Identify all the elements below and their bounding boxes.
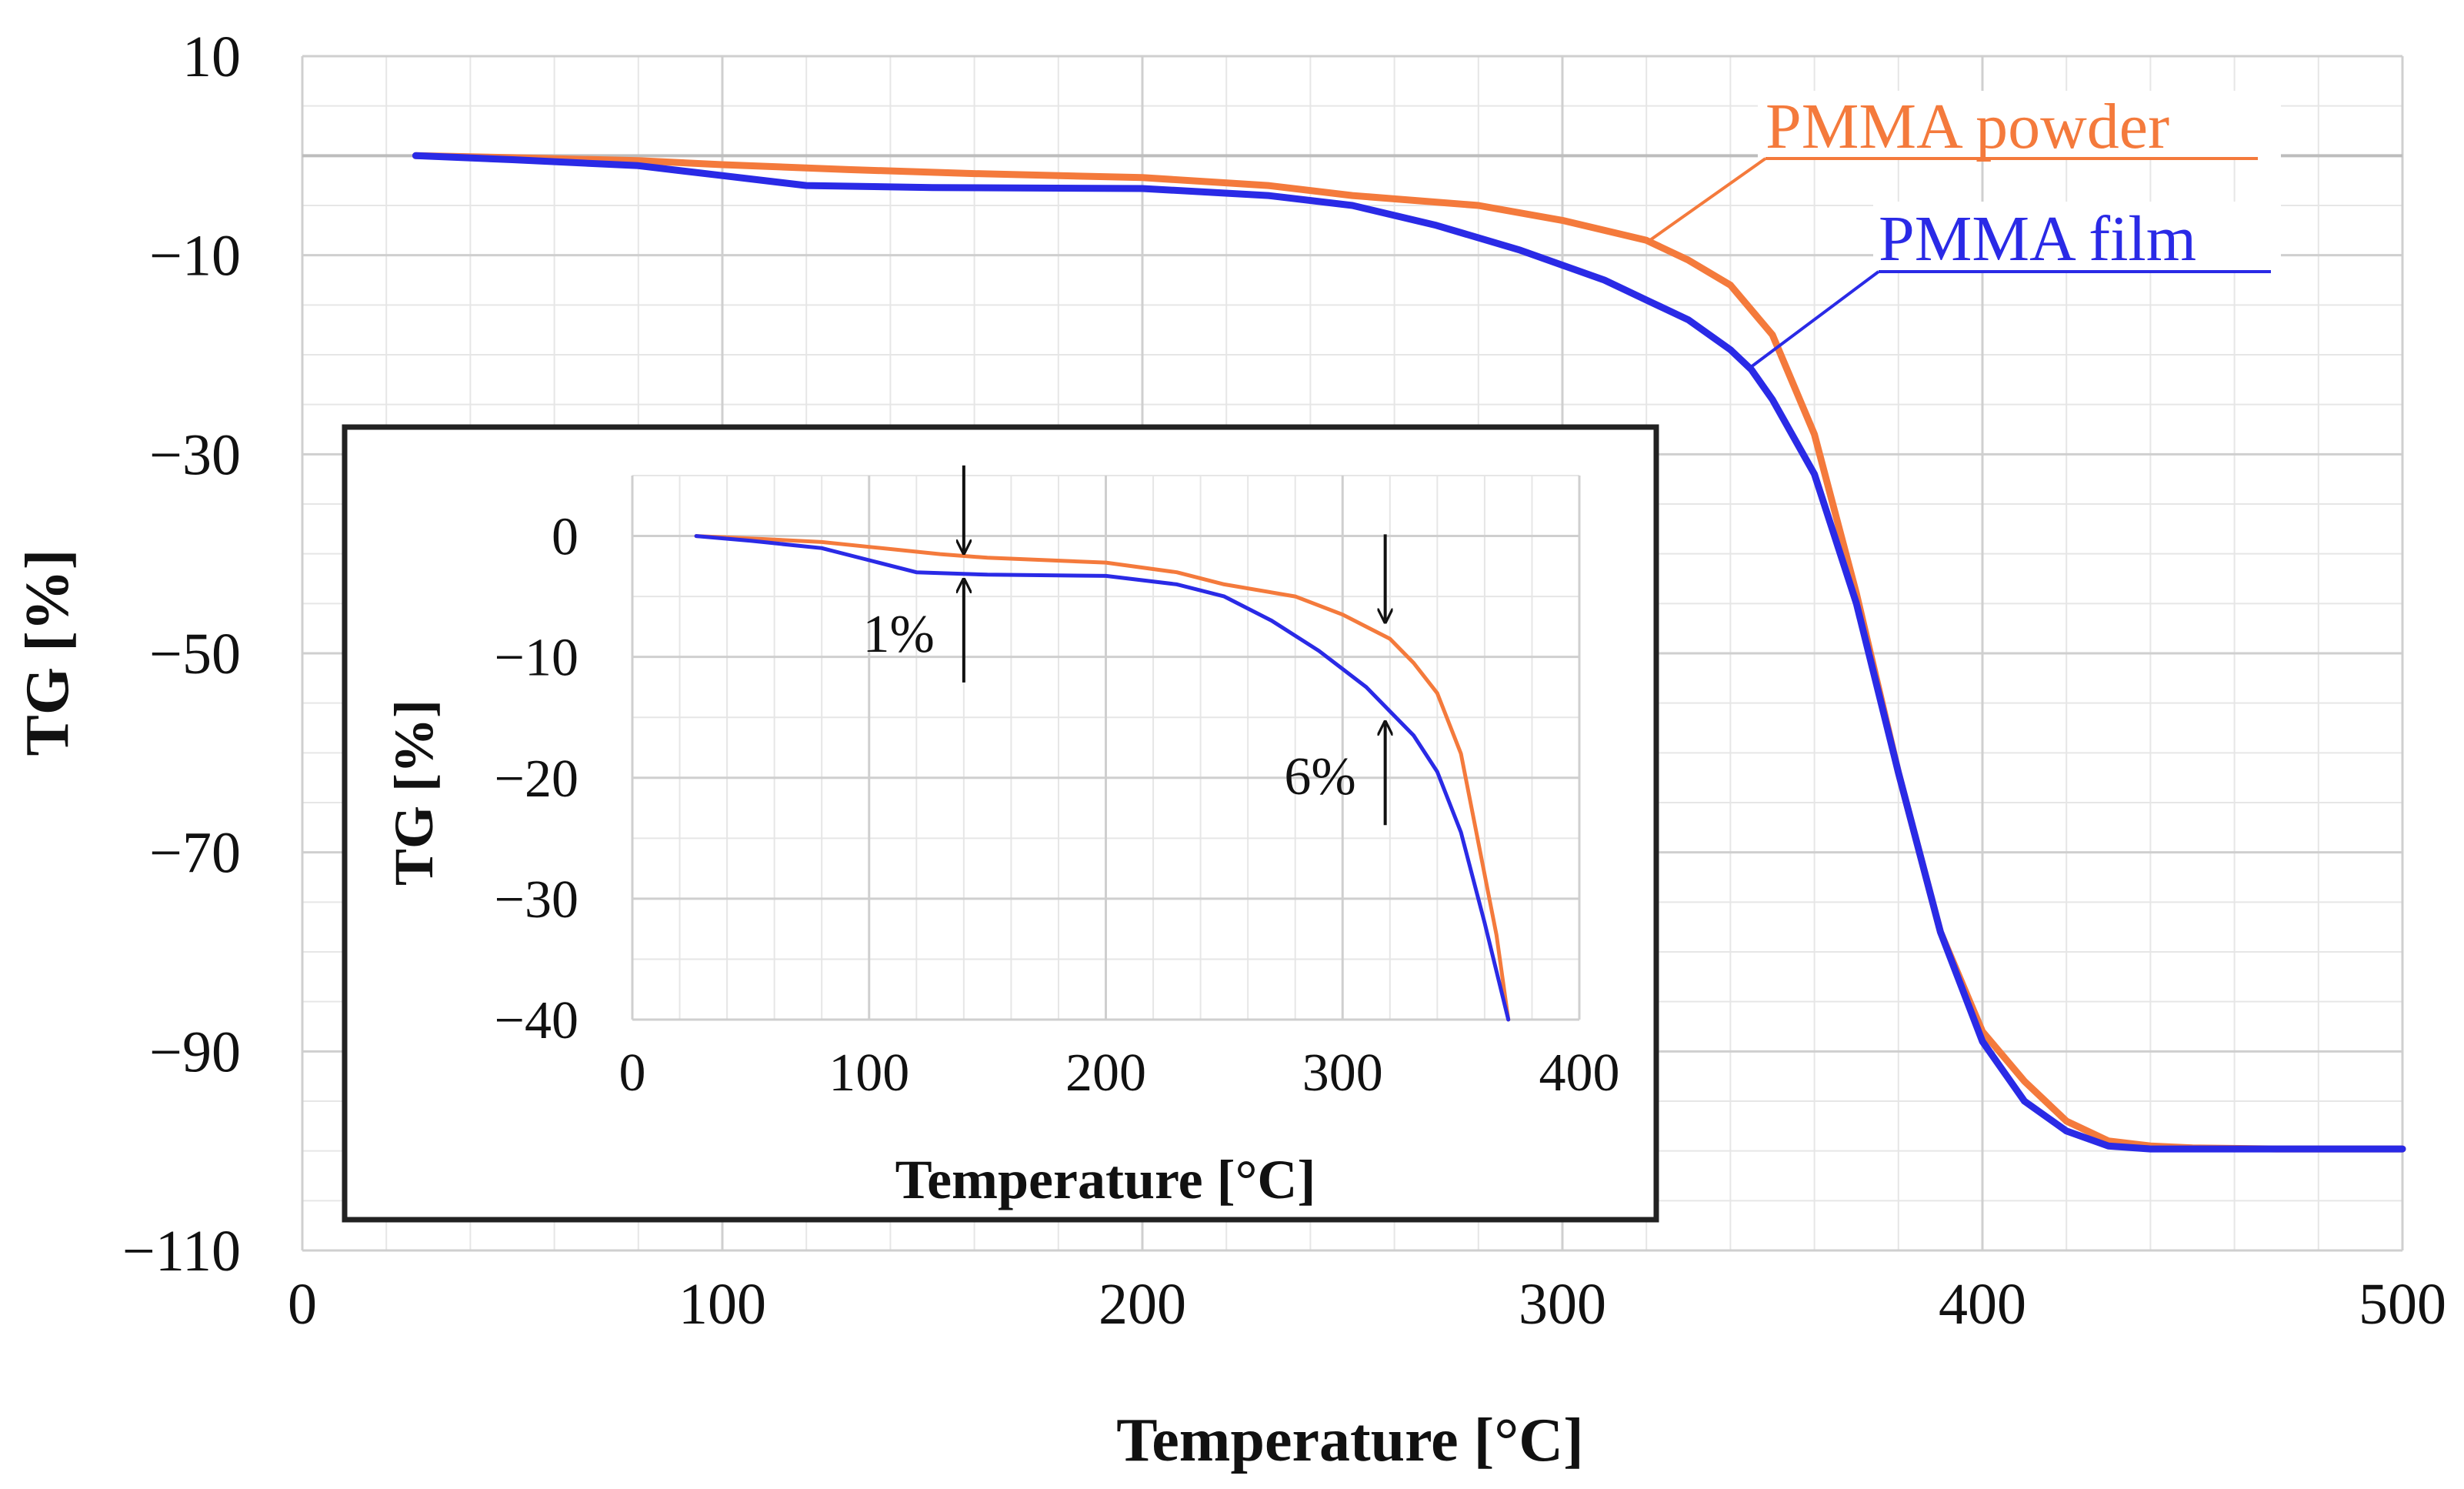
y-tick-label: −20 xyxy=(495,750,578,809)
x-tick-label: 400 xyxy=(1939,1272,2026,1337)
y-tick-label: −30 xyxy=(495,870,578,930)
inset-plot: 0 100 200 300 400 0 −10 −20 −30 −40 1% 6% Tempera… xyxy=(342,424,1659,1223)
inset-annotations: 1% 6% xyxy=(863,465,1385,826)
x-tick-label: 400 xyxy=(1539,1043,1620,1103)
legend-bg-powder xyxy=(1758,91,2281,159)
y-tick-label: −110 xyxy=(122,1219,241,1284)
y-tick-label: 0 xyxy=(552,508,578,567)
y-tick-label: −40 xyxy=(495,991,578,1050)
y-tick-label: −10 xyxy=(495,629,578,688)
series-line-film xyxy=(412,152,2406,1153)
x-tick-label: 100 xyxy=(679,1272,766,1337)
series-line-powder xyxy=(412,152,2406,1153)
x-tick-label: 100 xyxy=(829,1043,909,1103)
y-tick-label: −90 xyxy=(149,1020,241,1084)
annotation-label-1: 1% xyxy=(863,605,935,664)
legend-leader-powder xyxy=(1649,157,1767,242)
legend-label-film: PMMA film xyxy=(1879,203,2196,275)
legend-label-powder: PMMA powder xyxy=(1765,91,2169,162)
series-line-film xyxy=(694,534,1511,1022)
main-y-axis-label: TG [%] xyxy=(14,549,82,756)
legend-leader-film xyxy=(1746,270,1880,371)
x-tick-label: 300 xyxy=(1519,1272,1606,1337)
x-tick-label: 200 xyxy=(1099,1272,1186,1337)
inset-x-axis-label: Temperature [°C] xyxy=(895,1149,1316,1210)
inset-y-axis-label: TG [%] xyxy=(383,699,445,886)
y-tick-label: −70 xyxy=(149,821,241,886)
main-y-tick-labels: 10 −10 −30 −50 −70 −90 −110 xyxy=(122,25,241,1284)
inset-x-tick-labels: 0 100 200 300 400 xyxy=(619,1043,1620,1103)
x-tick-label: 300 xyxy=(1302,1043,1383,1103)
series-line-powder xyxy=(694,534,1511,1022)
y-tick-label: −30 xyxy=(149,422,241,487)
x-tick-label: 0 xyxy=(619,1043,646,1103)
y-tick-label: 10 xyxy=(182,25,241,89)
inset-y-tick-labels: 0 −10 −20 −30 −40 xyxy=(495,508,578,1050)
x-tick-label: 200 xyxy=(1065,1043,1146,1103)
main-legend: PMMA powder PMMA film xyxy=(1649,91,2281,371)
main-x-tick-labels: 0 100 200 300 400 500 xyxy=(288,1272,2446,1337)
y-tick-label: −10 xyxy=(149,224,241,289)
x-tick-label: 500 xyxy=(2359,1272,2446,1337)
inset-series-lines xyxy=(694,534,1511,1022)
x-tick-label: 0 xyxy=(288,1272,317,1337)
inset-gridlines xyxy=(631,475,1581,1021)
annotation-label-2: 6% xyxy=(1284,747,1355,806)
legend-bg-film xyxy=(1873,202,2281,272)
y-tick-label: −50 xyxy=(149,622,241,686)
main-x-axis-label: Temperature [°C] xyxy=(1116,1407,1583,1474)
main-series-lines xyxy=(412,152,2406,1153)
